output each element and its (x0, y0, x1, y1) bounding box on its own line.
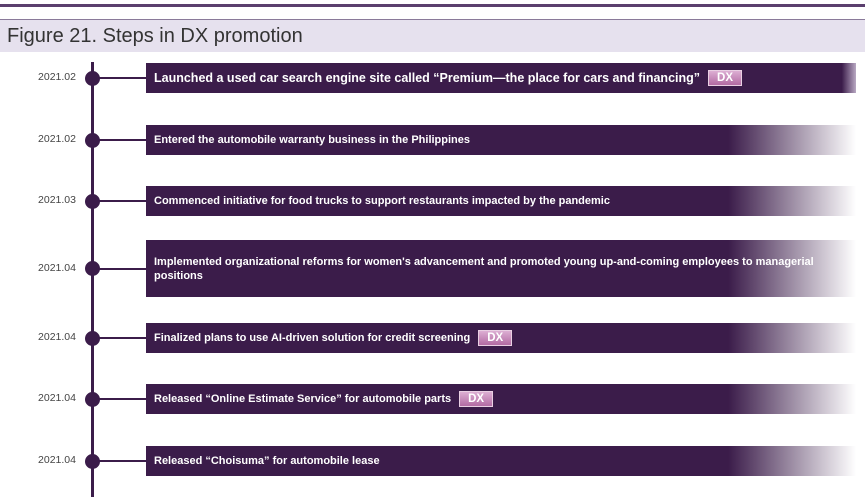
item-date: 2021.04 (38, 261, 76, 274)
event-bar: Released “Choisuma” for automobile lease (146, 446, 856, 476)
item-date: 2021.04 (38, 392, 76, 404)
timeline-dot (85, 453, 100, 469)
event-text: Implemented organizational reforms for w… (154, 255, 814, 282)
event-text: Finalized plans to use AI-driven solutio… (154, 332, 471, 344)
dx-badge: DX (708, 70, 742, 86)
connector (94, 77, 146, 79)
dx-badge: DX (459, 391, 494, 407)
top-rule (0, 4, 865, 7)
timeline-dot (85, 261, 100, 276)
connector (94, 267, 146, 270)
item-date: 2021.03 (38, 194, 76, 206)
event-bar: Launched a used car search engine site c… (146, 63, 856, 93)
event-bar: Commenced initiative for food trucks to … (146, 186, 856, 216)
connector (94, 139, 146, 141)
timeline-dot (85, 330, 100, 346)
connector (94, 460, 146, 462)
timeline-dot (85, 193, 100, 209)
event-bar: Entered the automobile warranty business… (146, 125, 856, 155)
timeline-dot (85, 70, 100, 86)
event-text: Released “Choisuma” for automobile lease (154, 455, 380, 467)
dx-badge: DX (478, 330, 513, 346)
item-date: 2021.02 (38, 71, 76, 83)
connector (94, 398, 146, 400)
title-bar: Figure 21. Steps in DX promotion (0, 19, 865, 52)
item-date: 2021.02 (38, 133, 76, 145)
event-text: Launched a used car search engine site c… (154, 71, 701, 85)
figure-title: Figure 21. Steps in DX promotion (7, 25, 303, 47)
event-text: Entered the automobile warranty business… (154, 134, 471, 146)
timeline-axis (91, 62, 94, 497)
event-text: Commenced initiative for food trucks to … (154, 195, 610, 207)
event-bar: Released “Online Estimate Service” for a… (146, 384, 856, 414)
connector (94, 337, 146, 339)
event-bar: Implemented organizational reforms for w… (146, 240, 856, 297)
timeline-dot (85, 132, 100, 148)
event-bar: Finalized plans to use AI-driven solutio… (146, 323, 856, 353)
connector (94, 200, 146, 202)
event-text: Released “Online Estimate Service” for a… (154, 393, 452, 405)
item-date: 2021.04 (38, 454, 76, 466)
timeline-dot (85, 391, 100, 407)
item-date: 2021.04 (38, 331, 76, 343)
